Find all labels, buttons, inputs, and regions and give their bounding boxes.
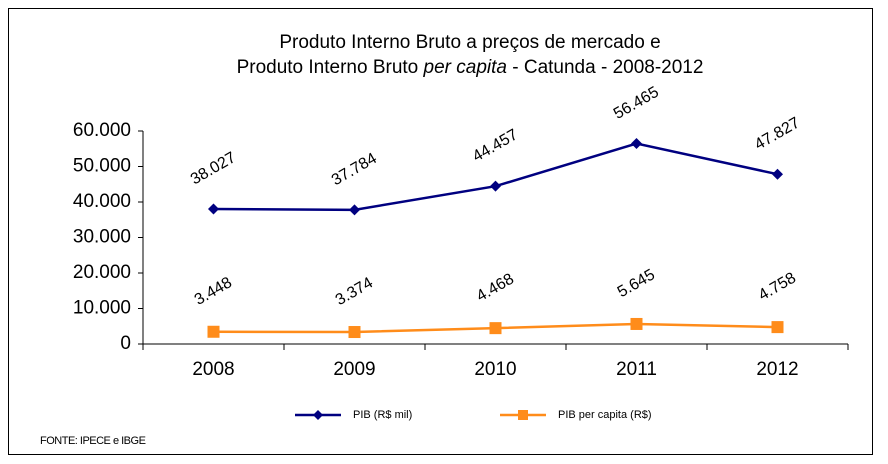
- x-tick-label: 2010: [474, 359, 516, 380]
- y-tick-label: 50.000: [73, 156, 131, 177]
- y-tick-label: 30.000: [73, 227, 131, 248]
- point: [349, 204, 360, 216]
- title-part: - Catunda - 2008-2012: [507, 57, 703, 78]
- chart-title: Produto Interno Bruto per capita - Catun…: [237, 57, 704, 78]
- y-tick-label: 20.000: [73, 262, 131, 283]
- point: [772, 168, 783, 180]
- point: [490, 180, 501, 192]
- y-tick-label: 0: [120, 333, 131, 354]
- x-tick-label: 2011: [616, 359, 657, 380]
- point: [631, 138, 642, 150]
- x-tick-label: 2012: [756, 359, 798, 380]
- point: [771, 321, 784, 334]
- title-part: per capita: [423, 57, 507, 78]
- point: [489, 322, 502, 335]
- point: [208, 203, 219, 215]
- frame: [8, 8, 873, 455]
- legend-label: PIB (R$ mil): [353, 409, 412, 421]
- point: [207, 325, 220, 338]
- title-part: Produto Interno Bruto: [237, 57, 424, 78]
- source: FONTE: IPECE e IBGE: [40, 435, 146, 447]
- y-tick-label: 10.000: [73, 298, 131, 319]
- legend-marker: [313, 410, 323, 420]
- point: [348, 326, 361, 339]
- chart-title: Produto Interno Bruto a preços de mercad…: [279, 32, 660, 53]
- y-tick-label: 60.000: [73, 120, 131, 141]
- legend-marker: [518, 410, 528, 420]
- y-tick-label: 40.000: [73, 191, 131, 212]
- point: [630, 317, 643, 330]
- x-tick-label: 2008: [192, 359, 234, 380]
- legend-label: PIB per capita (R$): [558, 409, 652, 421]
- x-tick-label: 2009: [333, 359, 375, 380]
